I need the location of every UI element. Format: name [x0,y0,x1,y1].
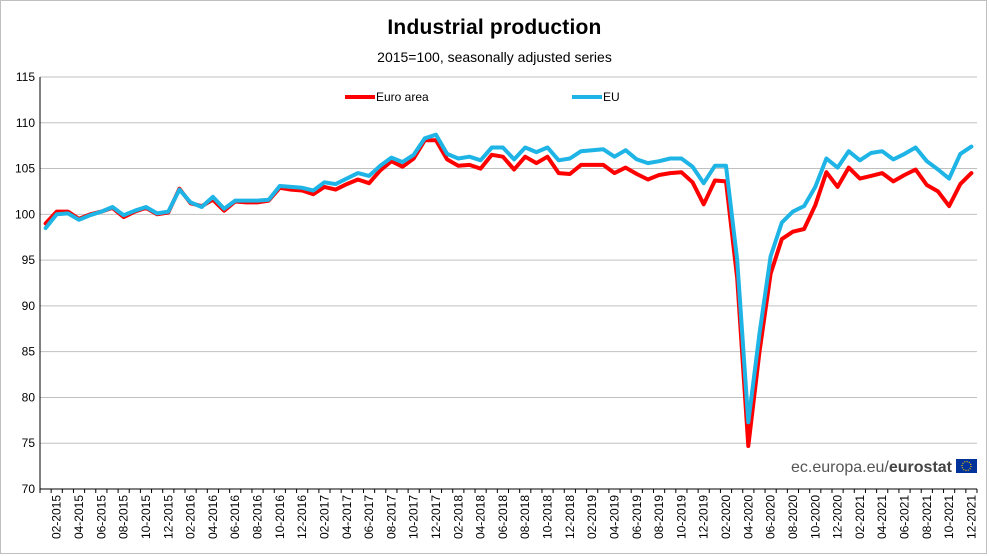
x-tick-label: 10-2018 [541,495,555,539]
y-tick-label: 110 [16,116,35,130]
x-tick-label: 06-2020 [764,495,778,539]
x-tick-label: 06-2017 [362,495,376,539]
x-tick-label: 10-2021 [942,495,956,539]
x-tick-label: 02-2019 [585,495,599,539]
y-tick-label: 115 [16,70,35,84]
y-tick-label: 105 [15,162,35,176]
x-tick-label: 08-2015 [117,495,131,539]
y-tick-label: 75 [22,436,36,450]
chart-title: Industrial production [387,16,602,39]
y-tick-label: 80 [22,390,36,404]
x-axis: 02-2015 04-2015 06-2015 08-2015 10-2015 12-20… [39,488,978,539]
eu-flag-icon [956,459,977,473]
legend-label-euro-area: Euro area [376,90,429,104]
x-tick-label: 08-2018 [518,495,532,539]
series-line-euro-area [43,138,974,448]
x-tick-label: 04-2017 [340,495,354,539]
x-tick-label: 04-2021 [875,495,889,539]
x-tick-label: 08-2017 [384,495,398,539]
x-tick-label: 08-2016 [251,495,265,539]
x-tick-label: 10-2016 [273,495,287,539]
x-tick-label: 06-2016 [228,495,242,539]
eurostat-brand: ec.europa.eu/eurostat [791,459,977,476]
x-tick-label: 10-2017 [407,495,421,539]
x-tick-label: 02-2021 [853,495,867,539]
y-tick-label: 90 [22,299,36,313]
x-tick-label: 12-2017 [429,495,443,539]
series-lines [43,132,974,448]
x-tick-label: 12-2018 [563,495,577,539]
x-tick-label: 04-2020 [741,495,755,539]
x-tick-label: 08-2019 [652,495,666,539]
legend-label-eu: EU [603,90,620,104]
x-tick-label: 04-2019 [608,495,622,539]
x-tick-label: 02-2017 [317,495,331,539]
legend: Euro area EU [345,90,620,104]
x-tick-label: 02-2016 [184,495,198,539]
x-tick-label: 02-2020 [719,495,733,539]
x-tick-label: 06-2019 [630,495,644,539]
source-credit: ec.europa.eu/eurostat [791,459,953,476]
series-line-eu [43,132,974,425]
x-tick-label: 10-2020 [808,495,822,539]
x-tick-label: 08-2020 [786,495,800,539]
x-tick-label: 06-2018 [496,495,510,539]
x-tick-label: 04-2016 [206,495,220,539]
gridlines [40,76,977,444]
y-tick-label: 95 [22,253,36,267]
x-tick-label: 12-2019 [697,495,711,539]
x-tick-label: 02-2015 [50,495,64,539]
y-tick-label: 85 [22,345,36,359]
source-name: eurostat [889,459,953,476]
x-tick-label: 12-2016 [295,495,309,539]
chart-subtitle: 2015=100, seasonally adjusted series [377,49,612,65]
y-tick-label: 70 [22,482,36,496]
x-tick-label: 12-2015 [161,495,175,539]
x-tick-label: 12-2021 [964,495,978,539]
x-tick-label: 10-2015 [139,495,153,539]
x-tick-label: 12-2020 [831,495,845,539]
x-tick-label: 06-2021 [898,495,912,539]
x-tick-label: 04-2018 [474,495,488,539]
y-axis: 70 75 80 85 90 95 100 105 110 115 [15,70,41,496]
x-tick-label: 02-2018 [451,495,465,539]
y-tick-label: 100 [15,207,35,221]
x-tick-label: 04-2015 [72,495,86,539]
x-tick-label: 08-2021 [920,495,934,539]
source-prefix: ec.europa.eu/ [791,459,889,476]
x-tick-label: 06-2015 [94,495,108,539]
x-tick-label: 10-2019 [674,495,688,539]
